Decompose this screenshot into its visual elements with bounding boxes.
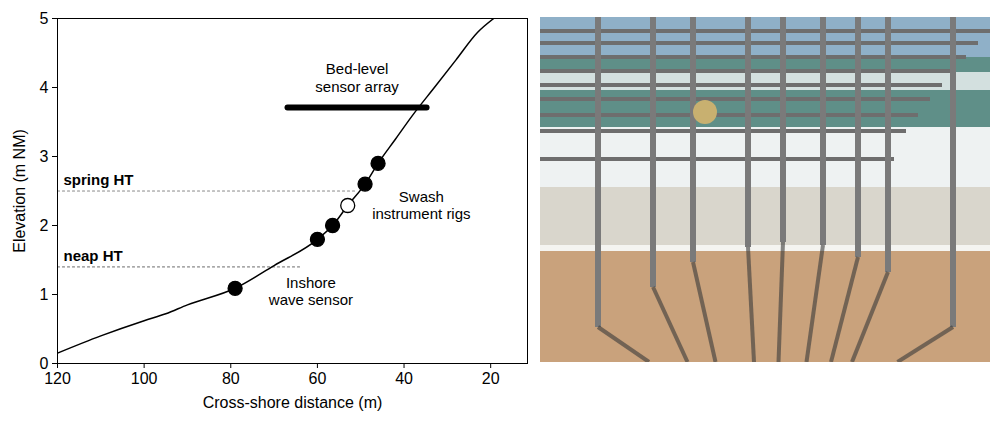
svg-text:Inshorewave sensor: Inshorewave sensor (268, 274, 353, 308)
svg-text:neap HT: neap HT (64, 247, 123, 264)
svg-text:100: 100 (131, 370, 158, 387)
svg-text:Cross-shore distance (m): Cross-shore distance (m) (203, 394, 383, 411)
svg-text:Elevation (m NM): Elevation (m NM) (11, 129, 28, 253)
svg-text:5: 5 (40, 10, 49, 27)
svg-text:1: 1 (40, 286, 49, 303)
svg-text:Bed-levelsensor array: Bed-levelsensor array (315, 60, 399, 94)
svg-text:80: 80 (222, 370, 240, 387)
svg-text:40: 40 (395, 370, 413, 387)
svg-text:0: 0 (40, 355, 49, 372)
svg-text:20: 20 (482, 370, 500, 387)
svg-text:3: 3 (40, 148, 49, 165)
svg-text:2: 2 (40, 217, 49, 234)
svg-text:Swashinstrument rigs: Swashinstrument rigs (372, 188, 470, 222)
svg-text:120: 120 (44, 370, 71, 387)
svg-text:spring HT: spring HT (64, 171, 134, 188)
svg-text:60: 60 (309, 370, 327, 387)
svg-text:4: 4 (40, 79, 49, 96)
